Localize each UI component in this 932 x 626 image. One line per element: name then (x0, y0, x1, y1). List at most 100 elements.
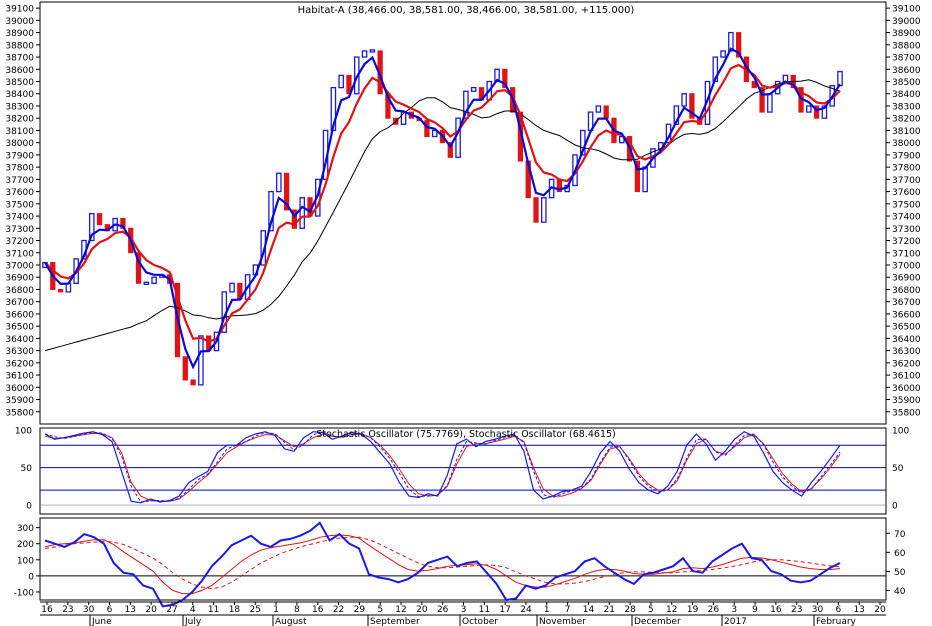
x-tick-label: 19 (687, 605, 699, 615)
x-tick-label: 29 (354, 605, 366, 615)
y-tick-label-left: 38600 (5, 66, 34, 76)
x-tick-label: 5 (377, 605, 383, 615)
stochastic-tick-label-left: 100 (15, 427, 32, 437)
candle-up (595, 105, 602, 113)
x-tick-label: 1 (544, 605, 550, 615)
y-tick-label-left: 36000 (5, 384, 34, 394)
y-tick-label-left: 39100 (5, 5, 34, 15)
y-tick-label-left: 37500 (5, 200, 34, 210)
candle-down (135, 252, 142, 284)
y-tick-label-right: 38700 (892, 54, 921, 64)
y-tick-label-left: 38400 (5, 90, 34, 100)
y-tick-label-left: 37800 (5, 164, 34, 174)
month-label: October (462, 617, 498, 626)
month-label: November (539, 617, 586, 626)
ma-slow-line (44, 79, 841, 352)
oscillator-tick-label-left: 200 (17, 540, 34, 550)
y-tick-label-right: 38100 (892, 127, 921, 137)
price-panel: 35800 35800 35900 35900 36000 36000 36100 36100… (5, 1, 921, 425)
candle-up (673, 105, 680, 125)
candle-down (533, 197, 539, 223)
stochastic-tick-label-left: 50 (21, 464, 33, 474)
month-label: December (634, 617, 681, 626)
y-tick-label-left: 38800 (5, 41, 34, 51)
candle-up (198, 335, 204, 386)
x-tick-label: 12 (395, 605, 406, 615)
candle-up (88, 212, 95, 242)
candle-down (190, 379, 196, 386)
y-tick-label-right: 38200 (892, 115, 921, 125)
x-tick-label: 26 (437, 605, 449, 615)
x-tick-label: 12 (666, 605, 677, 615)
candle-up (837, 70, 843, 87)
y-tick-label-right: 36300 (892, 347, 921, 357)
x-tick-label: 20 (145, 605, 157, 615)
month-label: June (91, 617, 112, 626)
candle-up (470, 86, 477, 92)
candle-down (759, 87, 765, 113)
y-tick-label-right: 39100 (892, 5, 921, 15)
x-tick-label: 3 (731, 605, 737, 615)
y-tick-label-right: 36900 (892, 274, 921, 284)
date-axis: 16 23 30 6 13 20 27 4 11 18 25 1 8 16 22 29 5 12 20 26 3 11 17… (40, 601, 886, 626)
candle-up (369, 49, 376, 53)
x-tick-label: 3 (461, 605, 467, 615)
x-tick-label: 18 (229, 605, 241, 615)
candle-down (57, 288, 64, 293)
y-tick-label-right: 36500 (892, 323, 921, 333)
y-tick-label-left: 39000 (5, 17, 34, 27)
y-tick-label-right: 38000 (892, 139, 921, 149)
candle-up (806, 105, 812, 113)
y-tick-label-left: 36100 (5, 372, 34, 382)
oscillator-tick-label-right: 40 (894, 587, 906, 597)
x-tick-label: 28 (624, 605, 636, 615)
x-tick-label: 13 (853, 605, 864, 615)
candle-down (447, 142, 453, 158)
y-tick-label-right: 37900 (892, 151, 921, 161)
candle-down (291, 209, 298, 229)
y-tick-label-right: 37200 (892, 237, 921, 247)
x-tick-label: 1 (273, 605, 279, 615)
ma-fast-line (44, 47, 841, 370)
x-tick-label: 7 (565, 605, 571, 615)
y-tick-label-left: 36400 (5, 335, 34, 345)
y-tick-label-left: 38300 (5, 102, 34, 112)
x-tick-label: 16 (41, 605, 53, 615)
oscillator-panel: -100 0 100 200 300 40 50 60 70 (14, 517, 906, 608)
y-tick-label-right: 37000 (892, 261, 921, 271)
month-label: September (370, 617, 420, 626)
candle-down (346, 74, 352, 95)
x-tick-label: 6 (107, 605, 113, 615)
y-tick-label-left: 37200 (5, 237, 34, 247)
x-tick-label: 14 (583, 605, 595, 615)
x-tick-label: 30 (83, 605, 95, 615)
candle-down (813, 105, 820, 119)
candle-up (455, 117, 461, 158)
stochastic-tick-label-right: 0 (892, 502, 898, 512)
x-tick-label: 11 (479, 605, 490, 615)
x-tick-label: 16 (770, 605, 782, 615)
candle-down (424, 120, 430, 138)
x-tick-label: 27 (166, 605, 177, 615)
month-label: July (184, 617, 202, 626)
x-tick-label: 22 (333, 605, 344, 615)
y-tick-label-left: 38000 (5, 139, 34, 149)
y-tick-label-left: 36900 (5, 274, 34, 284)
candle-up (268, 190, 274, 232)
y-tick-label-right: 39000 (892, 17, 921, 27)
oscillator-tick-label-left: 0 (28, 572, 34, 582)
oscillator-signal-dashed-line (44, 536, 841, 590)
candle-up (361, 50, 368, 58)
y-tick-label-left: 35800 (5, 408, 34, 418)
candle-down (689, 93, 695, 119)
y-tick-label-right: 37600 (892, 188, 921, 198)
oscillator-tick-label-left: 300 (17, 524, 34, 534)
candle-down (502, 68, 508, 89)
y-tick-label-left: 37300 (5, 225, 34, 235)
x-tick-label: 25 (250, 605, 261, 615)
x-tick-label: 20 (416, 605, 428, 615)
candle-down (736, 32, 742, 58)
month-label: 2017 (724, 617, 747, 626)
oscillator-signal-line (44, 534, 841, 595)
